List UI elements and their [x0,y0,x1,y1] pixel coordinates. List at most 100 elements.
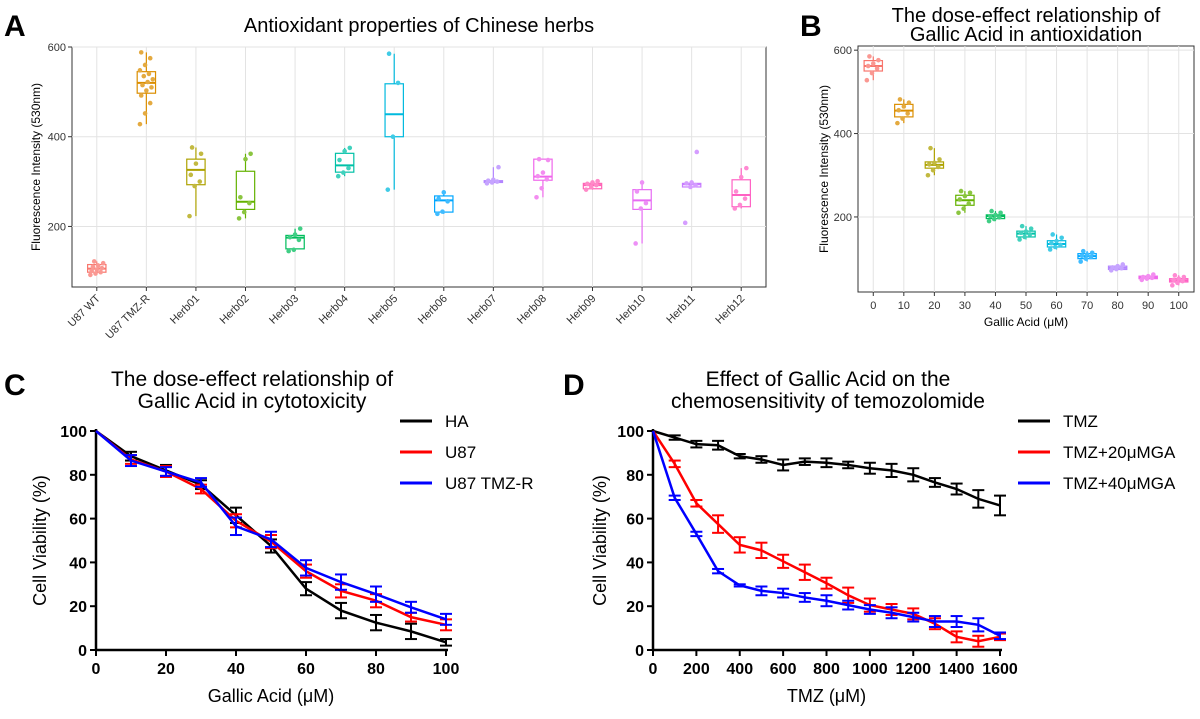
a-data-point [545,157,551,163]
a-data-point [485,178,491,183]
a-data-point [445,199,450,204]
c-legend-label: U87 [445,443,476,462]
d-x-tick-label: 800 [813,661,840,678]
b-data-point [1018,230,1024,236]
a-data-point [189,145,195,150]
a-data-point [682,220,688,226]
b-data-point [961,206,966,211]
a-data-point [744,165,749,171]
b-y-tick-label: 600 [834,45,852,57]
d-x-tick-label: 1600 [982,661,1018,678]
b-data-point [1089,250,1095,256]
a-data-point [536,156,542,162]
a-data-point [595,178,600,184]
b-data-point [935,164,941,170]
a-data-point [147,55,153,61]
b-data-point [986,218,992,224]
a-data-point [145,79,150,85]
b-data-point [1151,272,1156,277]
b-data-point [864,77,870,83]
b-data-point [1047,247,1053,252]
a-data-point [733,189,739,194]
a-data-point [198,151,204,157]
a-data-point [496,164,501,170]
d-legend-label: TMZ+20μMGA [1063,443,1176,462]
a-data-point [534,194,539,200]
a-data-point [335,173,341,179]
panel-a-chart: 200 400 600 U87 WT U87 TMZ-R Herb01 Herb02 Herb… [29,15,767,342]
a-data-point [342,148,347,154]
a-data-point [140,82,145,88]
a-box [384,83,404,138]
b-data-point [1054,238,1059,244]
b-data-point [957,197,963,202]
a-data-point [88,272,93,278]
b-data-point [876,57,881,63]
a-data-point [386,51,392,57]
d-y-tick-label: 40 [626,555,644,572]
a-data-point [634,189,640,194]
c-x-tick-label: 100 [433,661,460,678]
b-data-point [897,97,903,102]
a-data-point [590,180,595,185]
c-y-axis-label: Cell Viability (%) [30,475,50,606]
a-data-point [236,216,242,221]
d-y-tick-label: 20 [626,599,644,616]
c-series-line [95,430,447,621]
panel-c-chart: 0 20 40 60 80 100 0 20 40 60 80 100 HA U87 U87 TMZ-R Th… [30,368,533,706]
a-plot-area [71,46,767,288]
a-data-point [390,134,396,140]
d-x-axis-label: TMZ (μM) [787,686,866,706]
b-data-point [1027,232,1033,237]
b-x-tick-label: 80 [1112,300,1124,312]
a-data-point [583,187,589,192]
d-x-tick-label: 1200 [895,661,931,678]
b-data-point [905,111,910,116]
b-data-point [1019,223,1025,229]
b-data-point [1084,252,1090,257]
a-data-point [91,259,97,264]
a-y-tick-label: 600 [48,42,66,54]
b-x-tick-label: 20 [928,300,940,312]
a-x-tick-label: Herb11 [664,293,697,326]
d-title: chemosensitivity of temozolomide [671,390,985,413]
a-x-tick-label: Herb10 [614,293,648,327]
b-data-point [1080,248,1086,254]
a-x-tick-label: Herb05 [366,293,400,327]
d-y-axis-label: Cell Viability (%) [590,475,610,606]
b-data-point [1145,273,1151,279]
a-data-point [243,156,248,162]
a-data-point [693,182,698,188]
b-data-point [1172,273,1178,278]
a-data-point [138,50,144,55]
a-data-point [594,182,599,188]
a-data-point [248,151,253,157]
c-series-line [95,430,447,627]
a-data-point [441,190,447,195]
a-x-tick-label: Herb04 [317,293,351,327]
a-box [235,170,256,210]
b-data-point [1023,229,1029,234]
d-title: Effect of Gallic Acid on the [706,368,951,391]
b-x-tick-label: 0 [870,300,876,312]
a-x-tick-label: Herb02 [218,293,252,327]
a-x-tick-label: U87 WT [66,292,103,329]
a-x-tick-label: Herb06 [416,293,450,327]
b-data-point [962,193,968,199]
b-x-tick-label: 70 [1081,300,1093,312]
a-data-point [141,73,147,79]
a-data-point [639,180,645,185]
b-data-point [896,107,901,113]
b-data-point [1088,254,1094,260]
a-data-point [347,145,353,151]
a-data-point [385,187,391,192]
a-data-point [150,76,156,82]
b-data-point [1059,235,1064,241]
a-data-point [440,209,445,214]
b-y-tick-label: 400 [834,129,852,141]
c-x-axis-label: Gallic Acid (μM) [208,686,334,706]
a-x-tick-label: Herb07 [465,293,499,327]
a-y-tick-label: 200 [48,221,66,233]
b-data-point [967,190,973,196]
